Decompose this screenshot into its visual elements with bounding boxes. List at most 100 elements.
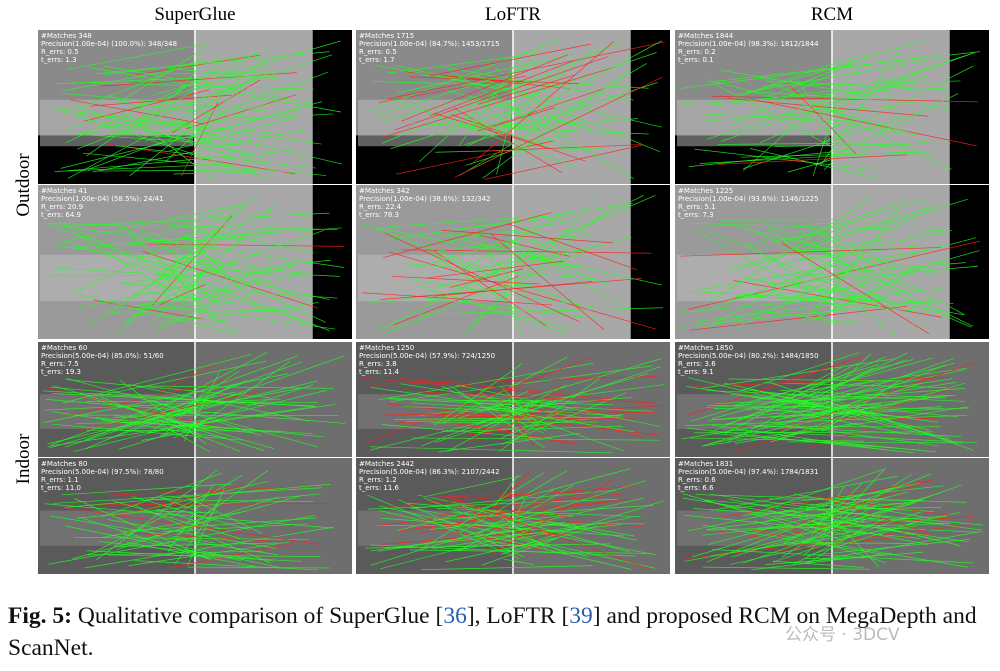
match-line: [372, 498, 631, 527]
match-line: [825, 254, 913, 297]
match-line: [156, 261, 291, 332]
match-line: [362, 292, 553, 306]
match-line: [681, 287, 942, 313]
match-line: [364, 543, 611, 549]
match-line: [384, 249, 591, 334]
match-stats: #Matches 41 Precision(1.00e-04) (58.5%): …: [41, 187, 164, 219]
panel-graphic: [38, 342, 352, 457]
match-line: [128, 384, 310, 422]
match-stats: #Matches 1844 Precision(1.00e-04) (98.3%)…: [678, 32, 819, 64]
match-line: [367, 498, 618, 510]
image: [513, 185, 631, 339]
match-line: [418, 472, 544, 552]
match-line: [169, 117, 295, 152]
match-line: [139, 72, 274, 75]
match-line: [729, 498, 931, 539]
match-line: [180, 102, 219, 177]
match-line: [170, 195, 258, 271]
match-stats: #Matches 1250 Precision(5.00e-04) (57.9%)…: [359, 344, 495, 376]
match-line: [401, 263, 596, 280]
match-line: [812, 362, 955, 401]
match-line: [158, 364, 216, 393]
match-line: [397, 468, 631, 532]
citation[interactable]: 39: [569, 603, 593, 629]
match-line: [89, 233, 229, 326]
match-line: [86, 62, 221, 157]
match-line: [405, 419, 531, 422]
match-line: [119, 414, 235, 450]
match-line: [679, 300, 934, 327]
match-panel: #Matches 60 Precision(5.00e-04) (85.0%): …: [38, 342, 352, 457]
match-line: [506, 498, 526, 533]
match-stats: #Matches 1715 Precision(1.00e-04) (84.7%)…: [359, 32, 500, 64]
match-line: [711, 424, 883, 450]
match-line: [779, 366, 842, 402]
match-line: [693, 230, 849, 313]
match-line: [793, 493, 934, 520]
match-line: [92, 129, 306, 173]
match-line: [446, 496, 650, 570]
match-line: [773, 560, 864, 568]
match-line: [187, 566, 330, 569]
match-line: [109, 54, 333, 129]
match-line: [48, 223, 345, 268]
match-line: [444, 89, 605, 133]
match-panel: #Matches 342 Precision(1.00e-04) (38.6%):…: [356, 185, 670, 339]
match-line: [134, 560, 318, 571]
match-stats: #Matches 1225 Precision(1.00e-04) (93.6%)…: [678, 187, 819, 219]
match-line: [182, 361, 291, 438]
row-label: Indoor: [13, 433, 34, 484]
match-line: [742, 65, 862, 172]
match-line: [167, 537, 278, 556]
match-line: [707, 52, 976, 140]
stat-line: #Matches 342: [359, 187, 410, 195]
match-line: [692, 377, 950, 387]
match-line: [62, 353, 252, 404]
match-line: [499, 398, 535, 446]
match-panel: #Matches 1831 Precision(5.00e-04) (97.4%)…: [675, 458, 989, 574]
match-line: [422, 493, 582, 534]
match-stats: #Matches 348 Precision(1.00e-04) (100.0%)…: [41, 32, 177, 64]
match-line: [151, 40, 341, 97]
match-line: [90, 94, 232, 107]
match-line: [502, 500, 664, 552]
match-line: [727, 423, 962, 437]
match-line: [819, 49, 901, 167]
match-line: [112, 500, 246, 541]
match-line: [53, 245, 223, 267]
match-line: [45, 399, 346, 424]
column-header: SuperGlue: [38, 4, 352, 32]
match-line: [801, 224, 885, 262]
match-line: [64, 231, 276, 249]
match-line: [96, 469, 218, 561]
match-line: [459, 484, 574, 552]
match-line: [103, 65, 312, 104]
match-line: [403, 406, 552, 413]
match-line: [716, 81, 908, 133]
match-line: [689, 305, 908, 331]
match-line: [740, 151, 950, 158]
stat-line: #Matches 2442: [359, 460, 415, 468]
match-line: [693, 431, 934, 434]
stat-line: R_errs: 5.1: [678, 203, 716, 211]
match-line: [465, 131, 571, 166]
match-line: [433, 112, 552, 150]
match-line: [82, 152, 327, 176]
match-line: [463, 210, 570, 269]
match-line: [131, 496, 250, 531]
match-line: [734, 59, 929, 95]
match-line: [453, 107, 563, 174]
match-line: [126, 542, 255, 567]
match-line: [492, 470, 531, 509]
panel-graphic: [675, 30, 980, 184]
match-line: [819, 322, 927, 325]
match-line: [66, 377, 319, 448]
match-line: [75, 57, 205, 111]
stat-line: #Matches 348: [41, 32, 92, 40]
match-line: [157, 122, 266, 164]
citation[interactable]: 36: [443, 603, 467, 629]
match-line: [706, 390, 965, 402]
stat-line: t_errs: 1.3: [41, 56, 77, 64]
match-line: [451, 386, 545, 449]
